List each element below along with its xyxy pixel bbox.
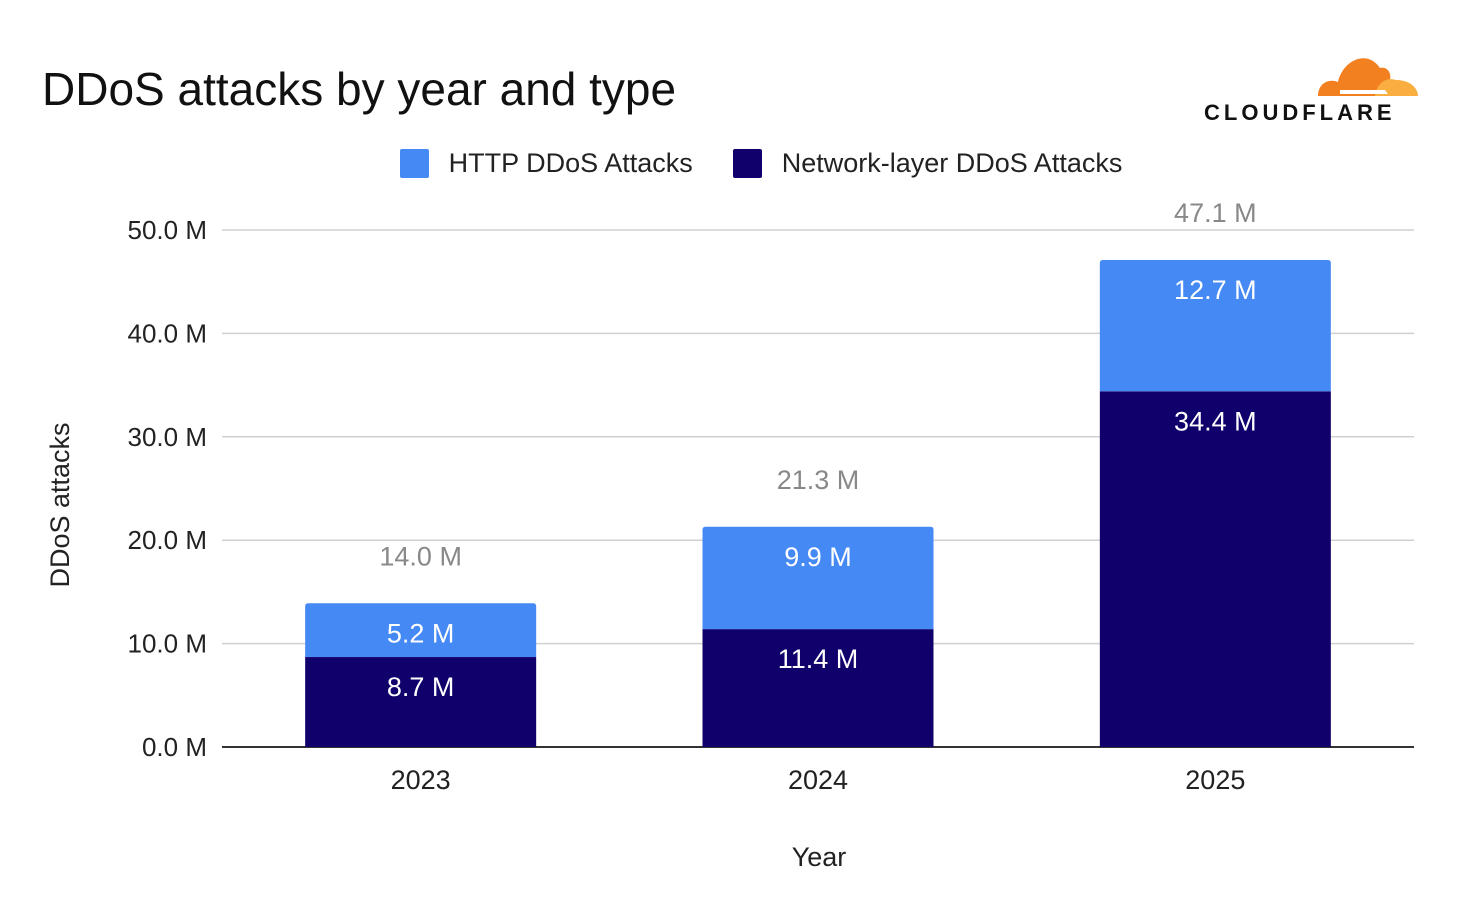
legend-label-network: Network-layer DDoS Attacks [781, 148, 1123, 178]
bar-segment[interactable] [1099, 391, 1331, 747]
bar-segment[interactable] [305, 657, 537, 747]
y-tick-label: 40.0 M [128, 318, 208, 348]
y-tick-label: 50.0 M [128, 215, 208, 245]
data-label: 9.9 M [784, 542, 852, 572]
bar-segment[interactable] [702, 526, 934, 630]
x-tick-label: 2024 [788, 765, 848, 795]
y-tick-label: 0.0 M [142, 732, 207, 762]
chart-title: DDoS attacks by year and type [42, 63, 677, 115]
bar-segment[interactable] [1099, 259, 1331, 392]
data-label: 5.2 M [387, 618, 455, 648]
svg-text:CLOUDFLARE: CLOUDFLARE [1204, 100, 1396, 125]
x-axis-title: Year [792, 842, 847, 872]
x-tick-label: 2023 [391, 765, 451, 795]
legend: HTTP DDoS Attacks Network-layer DDoS Att… [0, 148, 1482, 179]
data-label: 8.7 M [387, 672, 455, 702]
data-label: 34.4 M [1174, 406, 1257, 436]
data-label: 12.7 M [1174, 275, 1257, 305]
y-axis-title: DDoS attacks [45, 422, 75, 587]
total-label: 14.0 M [379, 541, 462, 571]
y-tick-label: 30.0 M [128, 422, 208, 452]
legend-swatch-network [732, 149, 762, 178]
x-tick-label: 2025 [1185, 765, 1245, 795]
data-label: 11.4 M [778, 644, 859, 674]
bar-segment[interactable] [702, 629, 934, 747]
legend-item-network[interactable]: Network-layer DDoS Attacks [732, 148, 1123, 179]
legend-label-http: HTTP DDoS Attacks [448, 148, 693, 178]
y-tick-label: 20.0 M [128, 525, 208, 555]
total-label: 21.3 M [777, 465, 860, 495]
cloudflare-logo: CLOUDFLARE [1204, 58, 1418, 125]
total-label: 47.1 M [1174, 198, 1257, 228]
bar-segment[interactable] [305, 603, 537, 658]
legend-item-http[interactable]: HTTP DDoS Attacks [399, 148, 693, 179]
legend-swatch-http [399, 149, 429, 178]
y-tick-label: 10.0 M [128, 629, 208, 659]
